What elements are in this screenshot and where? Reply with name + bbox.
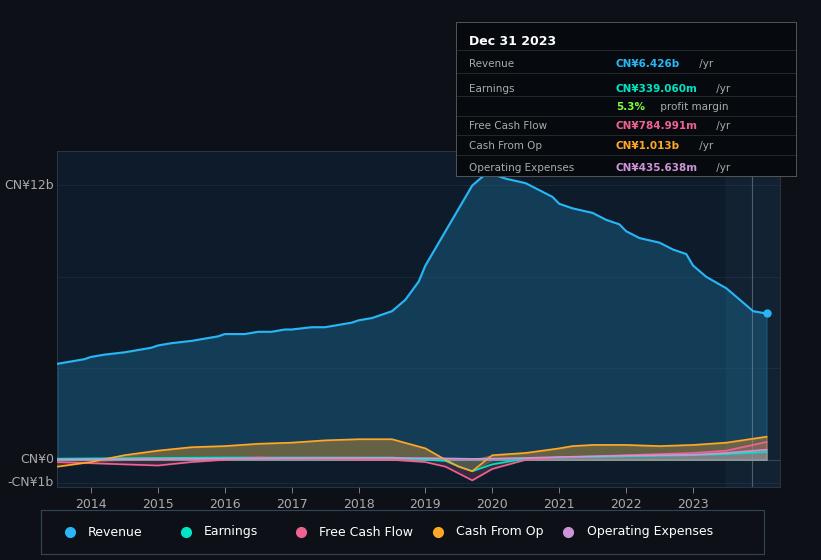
Text: /yr: /yr bbox=[695, 141, 713, 151]
Text: CN¥1.013b: CN¥1.013b bbox=[616, 141, 680, 151]
Text: Free Cash Flow: Free Cash Flow bbox=[470, 121, 548, 131]
Text: /yr: /yr bbox=[713, 84, 731, 94]
Text: CN¥435.638m: CN¥435.638m bbox=[616, 162, 698, 172]
Text: /yr: /yr bbox=[695, 59, 713, 69]
Text: Dec 31 2023: Dec 31 2023 bbox=[470, 35, 557, 48]
Text: Operating Expenses: Operating Expenses bbox=[586, 525, 713, 539]
Text: /yr: /yr bbox=[713, 162, 731, 172]
Text: -CN¥1b: -CN¥1b bbox=[7, 476, 54, 489]
Text: CN¥339.060m: CN¥339.060m bbox=[616, 84, 698, 94]
Text: CN¥12b: CN¥12b bbox=[4, 179, 54, 192]
Text: Earnings: Earnings bbox=[470, 84, 515, 94]
Text: Free Cash Flow: Free Cash Flow bbox=[319, 525, 413, 539]
Text: Earnings: Earnings bbox=[204, 525, 258, 539]
Bar bbox=[727, 151, 780, 487]
Text: Revenue: Revenue bbox=[88, 525, 143, 539]
Text: CN¥6.426b: CN¥6.426b bbox=[616, 59, 680, 69]
Text: CN¥0: CN¥0 bbox=[20, 453, 54, 466]
Text: Operating Expenses: Operating Expenses bbox=[470, 162, 575, 172]
Text: CN¥784.991m: CN¥784.991m bbox=[616, 121, 698, 131]
Text: Revenue: Revenue bbox=[470, 59, 515, 69]
Text: profit margin: profit margin bbox=[657, 102, 728, 113]
Text: /yr: /yr bbox=[713, 121, 731, 131]
Text: Cash From Op: Cash From Op bbox=[470, 141, 543, 151]
Text: 5.3%: 5.3% bbox=[616, 102, 644, 113]
Text: Cash From Op: Cash From Op bbox=[456, 525, 544, 539]
